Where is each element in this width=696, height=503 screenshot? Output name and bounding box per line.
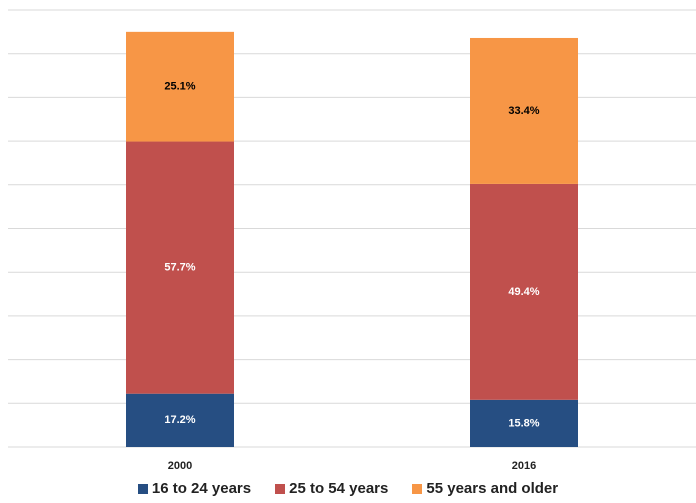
legend-item: 16 to 24 years	[137, 480, 252, 497]
bar-segment	[470, 37, 578, 184]
value-label: 15.8%	[508, 417, 539, 429]
bar-segment	[470, 183, 578, 400]
value-label: 33.4%	[508, 105, 539, 117]
chart: 17.2% 57.7% 25.1% 2000 15.8% 49.4% 33.4% 2016	[8, 9, 696, 472]
legend-swatch	[137, 483, 148, 494]
x-tick-label: 2016	[512, 460, 536, 472]
legend-label: 55 years and older	[426, 480, 559, 497]
legend-label: 16 to 24 years	[151, 480, 252, 497]
legend-swatch	[275, 483, 286, 494]
value-label: 17.2%	[164, 414, 195, 426]
x-tick-label: 2000	[168, 460, 192, 472]
legend: 16 to 24 years 25 to 54 years 55 years and…	[0, 480, 696, 497]
legend-label: 25 to 54 years	[289, 480, 389, 497]
bar-segment	[126, 393, 234, 447]
bar-segment	[126, 31, 234, 142]
value-label: 49.4%	[508, 286, 539, 298]
bar-segment	[126, 141, 234, 394]
legend-swatch	[412, 483, 423, 494]
legend-item: 25 to 54 years	[275, 480, 388, 497]
value-label: 57.7%	[164, 262, 195, 274]
bar-segment	[470, 399, 578, 447]
legend-item: 55 years and older	[412, 480, 558, 497]
value-label: 25.1%	[164, 81, 195, 93]
